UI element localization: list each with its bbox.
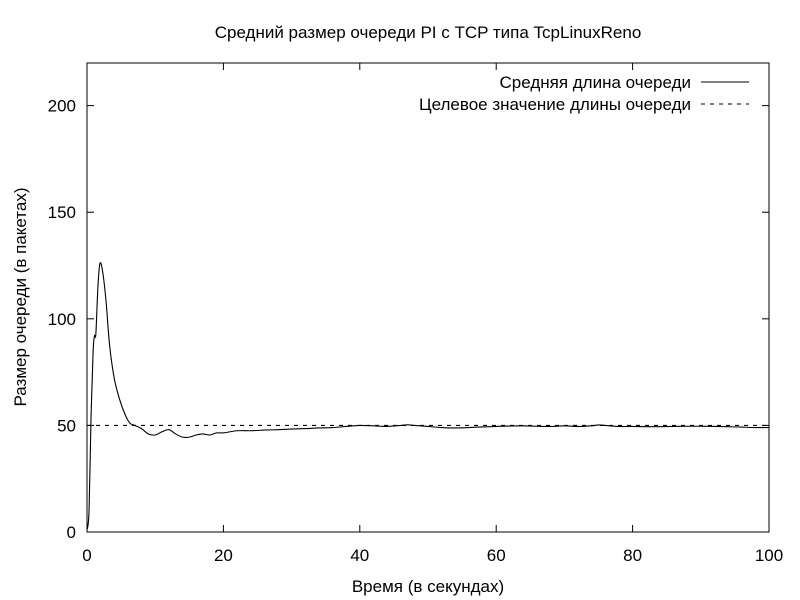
y-tick-label: 50 [57, 416, 76, 435]
x-axis-label: Время (в секундах) [352, 577, 504, 596]
x-tick-label: 80 [623, 546, 642, 565]
average-queue-length-line [86, 262, 770, 530]
y-axis-label: Размер очереди (в пакетах) [11, 187, 30, 406]
legend-label: Целевое значение длины очереди [419, 95, 691, 114]
chart-title: Средний размер очереди PI с TCP типа Tcp… [215, 23, 642, 42]
plot-lines [86, 262, 770, 530]
y-tick-label: 200 [48, 97, 76, 116]
x-tick-label: 60 [487, 546, 506, 565]
legend: Средняя длина очереди Целевое значение дл… [419, 73, 749, 114]
axis-ticks [86, 63, 770, 533]
x-tick-label: 0 [82, 546, 91, 565]
y-tick-label: 150 [48, 203, 76, 222]
y-tick-label: 100 [48, 310, 76, 329]
legend-label: Средняя длина очереди [500, 73, 692, 92]
y-tick-label: 0 [67, 523, 76, 542]
x-tick-label: 100 [755, 546, 783, 565]
axis-tick-labels: 0 20 40 60 80 100 0 50 100 150 200 [48, 97, 784, 565]
x-tick-label: 20 [214, 546, 233, 565]
plot-frame [86, 62, 770, 533]
x-tick-label: 40 [350, 546, 369, 565]
